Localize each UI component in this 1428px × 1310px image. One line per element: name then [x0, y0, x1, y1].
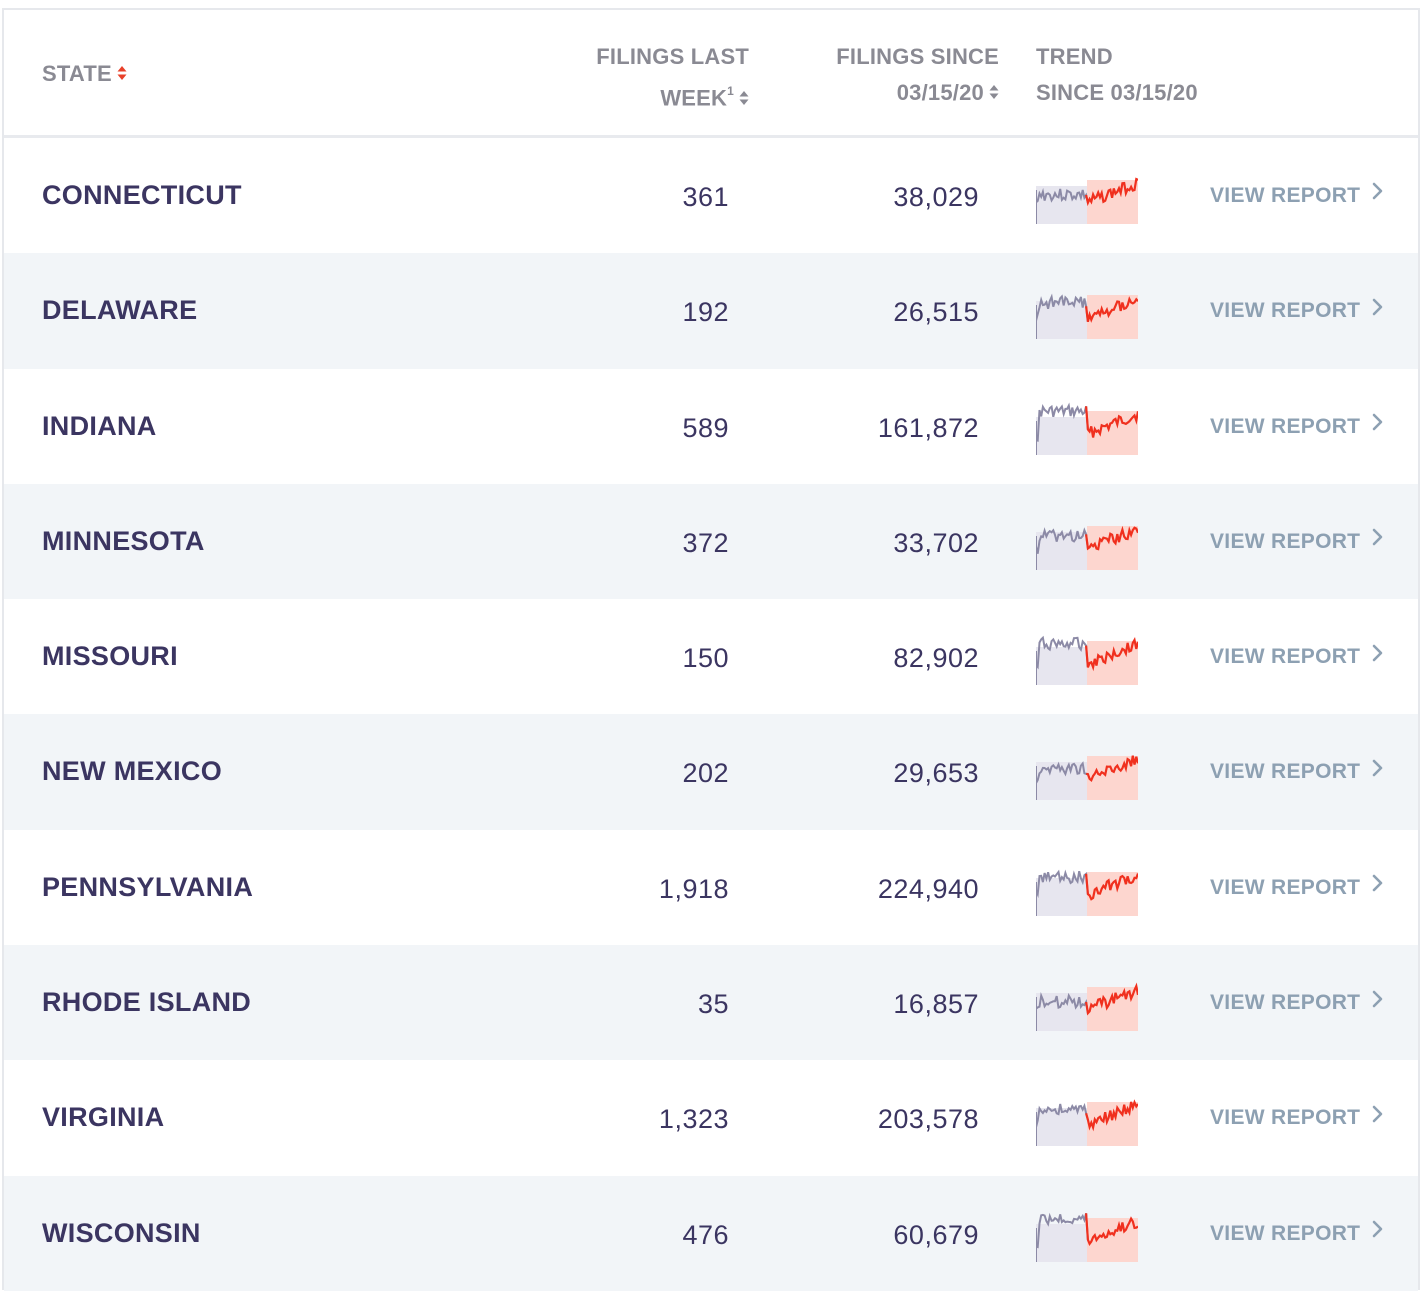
trend-sparkline [1036, 1090, 1138, 1147]
chevron-right-icon [1372, 136, 1383, 252]
chevron-right-icon [1372, 1059, 1383, 1175]
filings-last-week-value: 476 [682, 1219, 729, 1250]
state-name: WISCONSIN [42, 1217, 201, 1248]
table-body: CONNECTICUT 361 38,029 VIEW REPORT DELAW… [4, 138, 1418, 1291]
view-report-link[interactable]: VIEW REPORT [1210, 138, 1383, 254]
table-row: NEW MEXICO 202 29,653 VIEW REPORT [4, 714, 1418, 830]
filings-last-week-value: 372 [682, 527, 729, 558]
sort-icon[interactable] [989, 84, 999, 100]
state-name: DELAWARE [42, 295, 198, 326]
state-name: NEW MEXICO [42, 756, 223, 787]
chevron-right-icon [1372, 1174, 1383, 1290]
trend-sparkline [1036, 514, 1138, 570]
state-name: CONNECTICUT [42, 180, 242, 210]
trend-sparkline [1036, 283, 1138, 340]
filings-since-value: 29,653 [893, 758, 979, 789]
view-report-link[interactable]: VIEW REPORT [1210, 369, 1383, 485]
state-name: INDIANA [42, 410, 157, 441]
chevron-right-icon [1372, 713, 1383, 829]
trend-sparkline [1036, 860, 1138, 916]
view-report-link[interactable]: VIEW REPORT [1210, 830, 1383, 946]
chevron-right-icon [1372, 252, 1383, 368]
table-row: PENNSYLVANIA 1,918 224,940 VIEW REPORT [4, 830, 1418, 945]
table-header: STATE FILINGS LAST WEEK1 FILINGS SINCE 0… [4, 10, 1418, 138]
filings-since-value: 224,940 [877, 873, 979, 904]
chevron-right-icon [1372, 482, 1383, 598]
chevron-right-icon [1372, 598, 1383, 714]
state-name: PENNSYLVANIA [42, 871, 254, 902]
filings-since-value: 60,679 [893, 1219, 979, 1250]
view-report-label: VIEW REPORT [1210, 875, 1361, 899]
column-header-trend: TREND SINCE 03/15/20 [1036, 44, 1198, 105]
footnote-marker: 1 [727, 84, 734, 98]
filings-last-week-value: 1,918 [658, 873, 729, 904]
filings-last-week-value: 192 [682, 297, 729, 328]
view-report-link[interactable]: VIEW REPORT [1210, 253, 1383, 369]
filings-last-week-value: 150 [682, 643, 729, 674]
column-header-filings-last-week[interactable]: FILINGS LAST WEEK1 [596, 44, 749, 111]
table-row: DELAWARE 192 26,515 VIEW REPORT [4, 253, 1418, 369]
filings-since-value: 161,872 [877, 412, 979, 443]
filings-last-week-value: 202 [682, 758, 729, 789]
state-name: VIRGINIA [42, 1102, 165, 1133]
trend-sparkline [1036, 399, 1138, 455]
filings-last-week-value: 1,323 [658, 1104, 729, 1135]
filings-last-week-value: 361 [682, 182, 729, 212]
table-row: MINNESOTA 372 33,702 VIEW REPORT [4, 483, 1418, 600]
filings-since-value: 33,702 [893, 527, 979, 558]
view-report-link[interactable]: VIEW REPORT [1210, 945, 1383, 1061]
view-report-label: VIEW REPORT [1210, 760, 1361, 784]
chevron-right-icon [1372, 367, 1383, 483]
view-report-label: VIEW REPORT [1210, 299, 1361, 323]
view-report-label: VIEW REPORT [1210, 1221, 1361, 1245]
sort-icon[interactable] [117, 65, 127, 81]
filings-since-value: 82,902 [893, 643, 979, 674]
filings-since-value: 16,857 [893, 989, 979, 1020]
view-report-link[interactable]: VIEW REPORT [1210, 1176, 1383, 1292]
filings-table: STATE FILINGS LAST WEEK1 FILINGS SINCE 0… [2, 8, 1420, 1291]
table-row: VIRGINIA 1,323 203,578 VIEW REPORT [4, 1060, 1418, 1175]
view-report-link[interactable]: VIEW REPORT [1210, 714, 1383, 830]
table-row: CONNECTICUT 361 38,029 VIEW REPORT [4, 138, 1418, 253]
table-row: RHODE ISLAND 35 16,857 VIEW REPORT [4, 945, 1418, 1061]
filings-since-value: 26,515 [893, 297, 979, 328]
trend-sparkline [1036, 168, 1138, 224]
trend-sparkline [1036, 1206, 1138, 1262]
trend-sparkline [1036, 629, 1138, 686]
trend-sparkline [1036, 744, 1138, 801]
table-row: WISCONSIN 476 60,679 VIEW REPORT [4, 1175, 1418, 1292]
table-row: INDIANA 589 161,872 VIEW REPORT [4, 369, 1418, 484]
view-report-label: VIEW REPORT [1210, 529, 1361, 553]
filings-last-week-value: 589 [682, 412, 729, 443]
state-name: MISSOURI [42, 641, 178, 672]
trend-sparkline [1036, 975, 1138, 1032]
view-report-label: VIEW REPORT [1210, 1106, 1361, 1130]
view-report-label: VIEW REPORT [1210, 645, 1361, 669]
filings-last-week-value: 35 [697, 989, 729, 1020]
view-report-link[interactable]: VIEW REPORT [1210, 484, 1383, 600]
view-report-link[interactable]: VIEW REPORT [1210, 1060, 1383, 1176]
sort-icon[interactable] [739, 90, 749, 106]
chevron-right-icon [1372, 828, 1383, 944]
view-report-label: VIEW REPORT [1210, 991, 1361, 1015]
view-report-label: VIEW REPORT [1210, 414, 1361, 438]
column-header-filings-since[interactable]: FILINGS SINCE 03/15/20 [836, 44, 999, 105]
view-report-label: VIEW REPORT [1210, 184, 1361, 207]
view-report-link[interactable]: VIEW REPORT [1210, 599, 1383, 715]
state-name: RHODE ISLAND [42, 987, 252, 1018]
filings-since-value: 38,029 [893, 182, 979, 212]
table-row: MISSOURI 150 82,902 VIEW REPORT [4, 599, 1418, 714]
chevron-right-icon [1372, 944, 1383, 1060]
column-header-state[interactable]: STATE [42, 56, 127, 92]
state-name: MINNESOTA [42, 525, 205, 556]
filings-since-value: 203,578 [877, 1104, 979, 1135]
